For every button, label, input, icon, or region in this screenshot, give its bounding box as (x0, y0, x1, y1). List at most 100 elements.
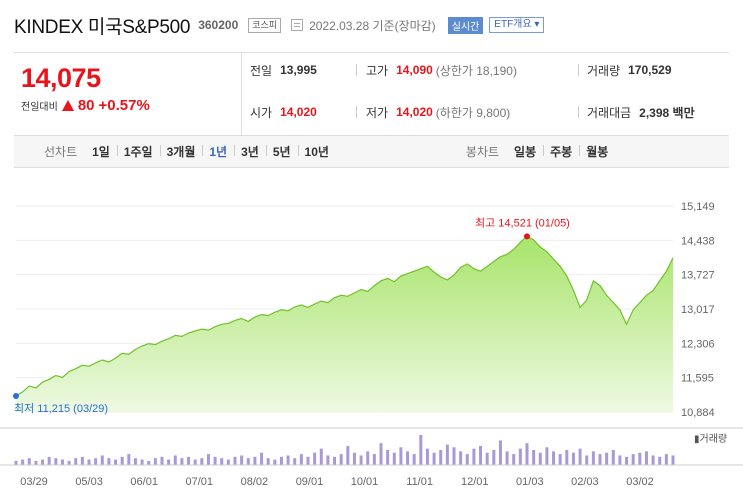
volume-bar (41, 459, 45, 465)
period-3y[interactable]: 3년 (234, 143, 266, 160)
y-tick-label: 13,017 (681, 304, 715, 316)
volume-bar (432, 452, 436, 465)
period-1y[interactable]: 1년 (202, 143, 234, 160)
volume-bar (605, 452, 609, 465)
up-triangle-icon (61, 100, 74, 111)
candle-monthly[interactable]: 월봉 (579, 143, 615, 160)
volume-bar (472, 448, 476, 465)
volume-bar (512, 454, 516, 465)
volume-bar (498, 440, 502, 465)
low-value: 14,020 (396, 105, 433, 119)
volume-bar (286, 455, 290, 465)
volume-value: 170,529 (628, 63, 672, 77)
calendar-icon (291, 19, 304, 31)
etf-overview-dropdown[interactable]: ETF개요 ▾ (489, 17, 545, 33)
price-block: 14,075 전일대비 80 +0.57% (14, 53, 242, 135)
y-tick-label: 12,306 (681, 338, 715, 350)
volume-bar (485, 452, 489, 465)
volume-bar (459, 451, 463, 465)
volume-bar (127, 454, 131, 465)
volume-legend: ▮거래량 (694, 433, 727, 445)
realtime-button[interactable]: 실시간 (447, 16, 484, 34)
volume-bar (598, 454, 602, 465)
volume-bar (160, 456, 164, 465)
volume-bar (299, 454, 303, 465)
x-tick-label: 10/01 (351, 476, 379, 488)
volume-bar (664, 454, 668, 465)
volume-bar (193, 459, 197, 465)
volume-bar (253, 456, 257, 465)
y-tick-label: 15,149 (681, 201, 715, 213)
volume-bar (319, 448, 323, 465)
period-1w[interactable]: 1주일 (116, 143, 160, 160)
x-tick-label: 03/29 (20, 476, 48, 488)
volume-bar (180, 458, 184, 465)
period-bar: 선차트 1일 1주일 3개월 1년 3년 5년 10년 봉차트 일봉 주봉 월봉 (14, 136, 729, 168)
volume-bar (392, 452, 396, 465)
candle-daily[interactable]: 일봉 (514, 145, 537, 159)
open: 시가 14,020 (250, 103, 317, 121)
volume-bar (339, 454, 343, 465)
x-tick-label: 02/03 (571, 476, 599, 488)
volume-bar (213, 456, 217, 465)
volume-bar (233, 456, 237, 465)
period-1d[interactable]: 1일 (92, 145, 110, 159)
x-tick-label: 12/01 (461, 476, 489, 488)
volume-bar (94, 458, 98, 465)
current-price: 14,075 (21, 63, 101, 93)
open-value: 14,020 (280, 105, 317, 119)
volume-bar (545, 447, 549, 465)
volume-bar (167, 459, 171, 465)
amount-value: 2,398 백만 (639, 105, 695, 120)
period-3m[interactable]: 3개월 (159, 143, 203, 160)
high-label: 고가 (366, 63, 389, 78)
prev-close-label: 전일 (250, 63, 273, 78)
volume-bar (651, 455, 655, 465)
volume-bar (100, 455, 104, 465)
trade-amount: 거래대금 2,398 백만 (587, 103, 695, 121)
volume-bar (452, 447, 456, 465)
volume-bar (399, 447, 403, 465)
volume: 거래량 170,529 (587, 61, 672, 79)
volume-bar (187, 456, 191, 465)
volume-bar (80, 456, 84, 465)
y-tick-label: 11,595 (681, 373, 714, 385)
x-tick-label: 07/01 (186, 476, 214, 488)
period-5y[interactable]: 5년 (265, 143, 298, 160)
candle-weekly[interactable]: 주봉 (543, 143, 579, 160)
volume-bar (147, 460, 151, 465)
price-line (15, 235, 674, 397)
candle-chart-label: 봉차트 (465, 145, 500, 159)
volume-bar (220, 458, 224, 465)
volume-bar (618, 455, 622, 465)
price-change: 전일대비 80 +0.57% (21, 97, 150, 114)
volume-bar (658, 456, 662, 465)
volume-bar (54, 458, 58, 465)
volume-bar (60, 459, 64, 465)
volume-bar (578, 448, 582, 465)
volume-bar (611, 450, 615, 465)
x-tick-label: 11/01 (406, 476, 433, 488)
volume-bar (114, 459, 118, 465)
volume-bar (107, 458, 111, 465)
volume-bar (226, 459, 230, 465)
volume-bar (638, 452, 642, 465)
period-10y[interactable]: 10년 (297, 143, 336, 160)
volume-bar (465, 454, 469, 465)
volume-bar (140, 459, 144, 465)
volume-bar (173, 455, 177, 465)
high-label: 최고 14,521 (01/05) (475, 216, 570, 229)
x-tick-label: 01/03 (516, 476, 544, 488)
volume-bar (27, 458, 31, 465)
volume-bar (333, 456, 337, 465)
volume-bar (200, 458, 204, 465)
change-value: 80 (77, 97, 95, 114)
volume-bar (87, 459, 91, 465)
x-tick-label: 08/02 (241, 476, 269, 488)
low-point-marker (13, 393, 19, 400)
volume-bar (625, 456, 629, 465)
volume-bar (425, 448, 429, 465)
low: 저가 14,020 (하한가 9,800) (366, 103, 510, 121)
volume-bar (306, 456, 310, 465)
prev-close-value: 13,995 (280, 63, 317, 77)
